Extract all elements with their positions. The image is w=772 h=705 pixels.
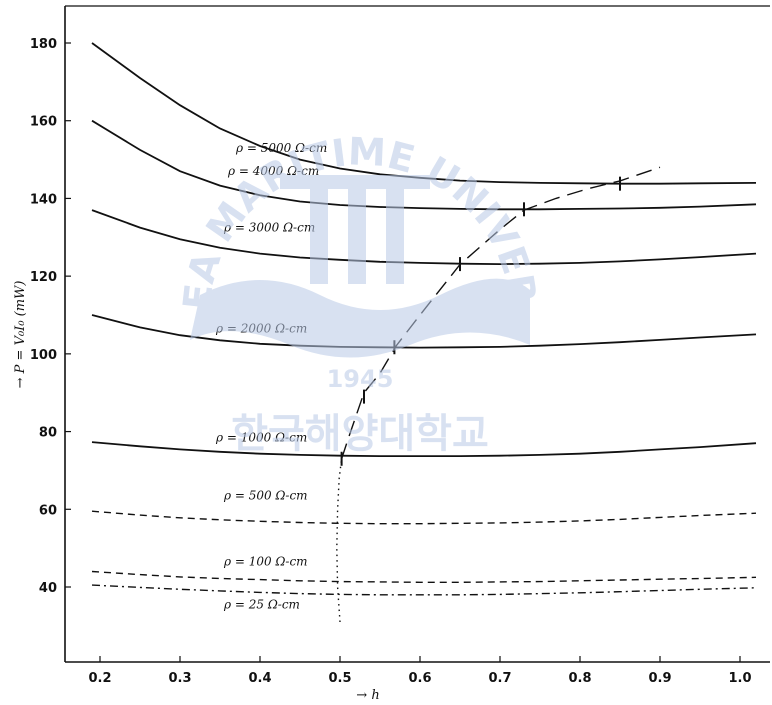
tick-labels: 40 60 80 100 120 140 160 180 0.2 0.3 0.4 0.5 0.6 0.7 0… [30,37,752,686]
x-tick-label: 0.5 [328,671,351,686]
series-line-4 [91,314,757,349]
curve-label: ρ = 2000 Ω-cm [215,321,307,335]
y-tick-label: 160 [30,115,57,130]
y-tick-label: 80 [39,426,57,441]
x-tick-label: 0.3 [168,671,191,686]
curves [91,42,757,623]
series-line-7 [91,570,757,583]
series-line-10 [340,166,661,460]
x-tick-label: 0.6 [408,671,431,686]
series-line-6 [91,510,757,525]
y-tick-label: 180 [30,37,57,52]
y-axis-title: → P = V₀I₀ (mW) [13,281,28,389]
curve-label: ρ = 5000 Ω-cm [235,141,327,155]
curve-label: ρ = 100 Ω-cm [223,555,308,569]
y-tick-label: 40 [39,581,57,596]
curve-label: ρ = 3000 Ω-cm [223,220,315,234]
curve-labels: ρ = 5000 Ω-cm ρ = 4000 Ω-cm ρ = 3000 Ω-cm ρ… [215,141,327,612]
markers [340,176,621,466]
series-line-2 [91,119,757,211]
x-tick-label: 0.9 [648,671,671,686]
y-tick-label: 100 [30,348,57,363]
x-tick-label: 1.0 [728,671,751,686]
x-axis-title: → h [356,688,379,703]
series-line-9 [336,458,343,623]
series-line-8 [91,584,757,596]
curve-label: ρ = 1000 Ω-cm [215,430,307,444]
y-tick-label: 120 [30,270,57,285]
series-line-5 [91,441,757,457]
x-tick-label: 0.8 [568,671,591,686]
curve-label: ρ = 500 Ω-cm [223,489,308,503]
series-line-1 [91,42,757,185]
x-tick-label: 0.7 [488,671,511,686]
y-tick-label: 140 [30,192,57,207]
x-tick-label: 0.4 [248,671,271,686]
axes [64,5,770,663]
curve-label: ρ = 25 Ω-cm [223,597,300,611]
series-line-3 [91,209,757,266]
x-tick-label: 0.2 [88,671,111,686]
y-tick-label: 60 [39,503,57,518]
curve-label: ρ = 4000 Ω-cm [227,164,319,178]
